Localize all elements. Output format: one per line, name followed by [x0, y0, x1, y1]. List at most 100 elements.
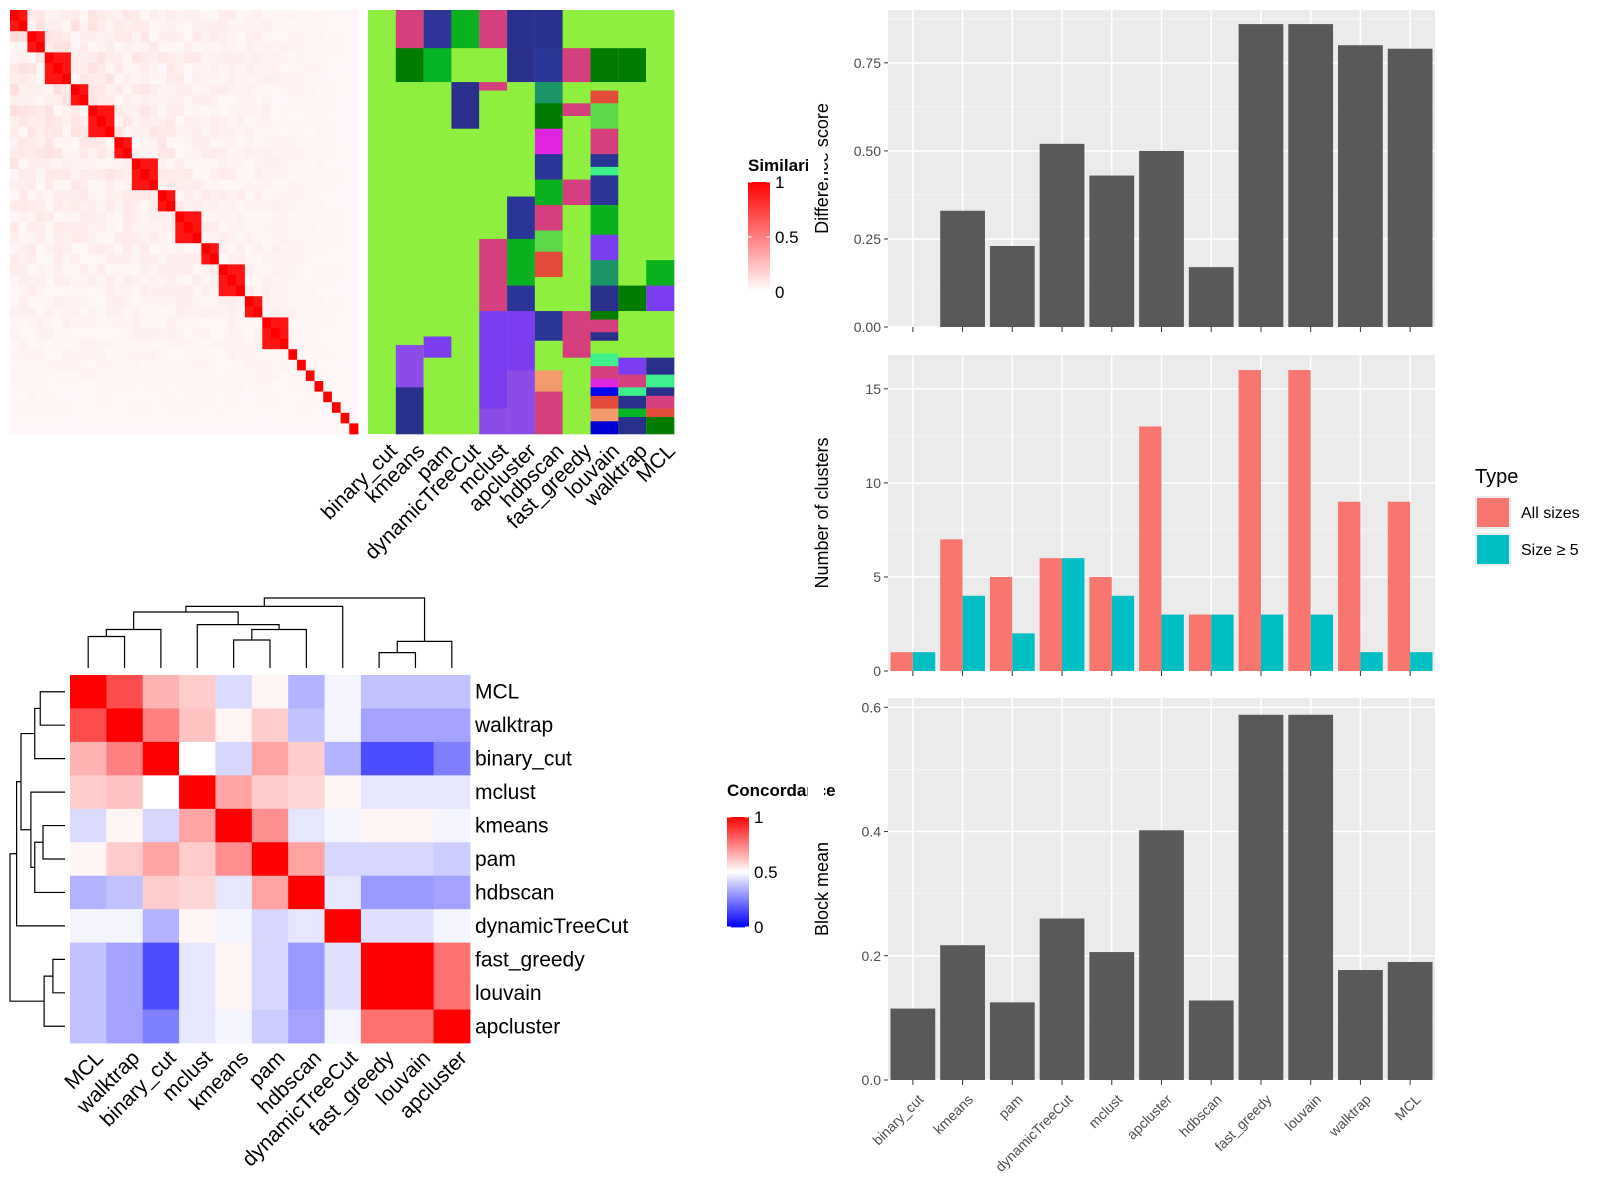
similarity-cell [297, 84, 307, 96]
similarity-cell [70, 285, 80, 297]
similarity-cell [349, 381, 359, 392]
similarity-cell [262, 402, 272, 414]
similarity-cell [218, 147, 228, 159]
x-tick-label: pam [995, 1091, 1026, 1122]
similarity-cell [44, 243, 54, 255]
similarity-cell [27, 73, 37, 85]
similarity-cell [218, 31, 228, 43]
concordance-cell [106, 708, 144, 743]
colorbar-step [748, 275, 770, 278]
colorbar-step [727, 826, 749, 829]
similarity-cell [314, 20, 324, 32]
similarity-cell [305, 232, 315, 244]
similarity-cell [157, 31, 167, 43]
similarity-cell [149, 84, 159, 96]
similarity-cell [305, 126, 315, 138]
y-tick-label: 5 [873, 569, 881, 585]
similarity-cell [210, 158, 220, 170]
similarity-cell [70, 137, 80, 149]
similarity-cell [62, 179, 72, 191]
similarity-cell [97, 94, 107, 106]
similarity-cell [10, 391, 20, 403]
similarity-cell [10, 317, 20, 329]
similarity-cell [349, 285, 359, 297]
colorbar-step [748, 262, 770, 265]
similarity-cell [36, 253, 46, 265]
colorbar-step [748, 215, 770, 218]
similarity-cell [157, 328, 167, 339]
similarity-cell [10, 306, 20, 318]
similarity-cell [271, 179, 281, 191]
similarity-cell [44, 116, 54, 127]
similarity-cell [210, 200, 220, 212]
similarity-cell [288, 402, 298, 414]
similarity-cell [192, 84, 202, 96]
similarity-cell [27, 169, 37, 180]
similarity-cell [244, 147, 254, 159]
annotation-block [507, 238, 536, 286]
annotation-block [507, 10, 536, 83]
similarity-cell [349, 412, 359, 424]
similarity-cell [288, 116, 298, 127]
similarity-cell [192, 296, 202, 308]
similarity-cell [175, 349, 185, 361]
similarity-cell [157, 296, 167, 308]
similarity-cell [131, 190, 141, 202]
similarity-cell [184, 190, 194, 202]
similarity-cell [210, 190, 220, 202]
similarity-cell [88, 317, 98, 329]
similarity-cell [227, 73, 237, 85]
bar [989, 245, 1035, 327]
concordance-cell [142, 909, 180, 944]
annotation-block [562, 205, 591, 312]
colorbar-step [727, 828, 749, 831]
similarity-cell [271, 200, 281, 212]
similarity-cell [149, 94, 159, 106]
similarity-cell [236, 105, 246, 117]
annotation-block [451, 48, 480, 83]
similarity-cell [340, 370, 350, 382]
similarity-cell [236, 381, 246, 392]
similarity-cell [175, 222, 185, 233]
annotation-block [534, 391, 564, 435]
similarity-cell [123, 359, 133, 371]
similarity-cell [288, 190, 298, 202]
similarity-cell [288, 169, 298, 180]
similarity-cell [314, 285, 324, 297]
similarity-cell [36, 52, 46, 64]
similarity-cell [123, 285, 133, 297]
similarity-cell [288, 359, 298, 371]
similarity-cell [262, 317, 272, 329]
similarity-cell [70, 391, 80, 403]
similarity-cell [184, 391, 194, 403]
similarity-cell [253, 10, 263, 21]
similarity-cell [62, 84, 72, 96]
similarity-cell [97, 137, 107, 149]
similarity-cell [114, 285, 124, 297]
annotation-block [479, 408, 508, 435]
similarity-cell [27, 306, 37, 318]
annotation-block [618, 417, 647, 435]
similarity-cell [97, 31, 107, 43]
similarity-cell [105, 84, 115, 96]
similarity-cell [271, 243, 281, 255]
similarity-cell [123, 190, 133, 202]
similarity-cell [157, 116, 167, 127]
similarity-cell [227, 253, 237, 265]
similarity-cell [123, 391, 133, 403]
similarity-cell [131, 285, 141, 297]
similarity-cell [288, 317, 298, 329]
similarity-cell [288, 158, 298, 170]
similarity-cell [331, 179, 341, 191]
concordance-cell [142, 741, 180, 776]
similarity-cell [70, 147, 80, 159]
concordance-cell [251, 741, 289, 776]
similarity-cell [123, 338, 133, 350]
similarity-cell [62, 381, 72, 392]
similarity-cell [131, 402, 141, 414]
similarity-cell [44, 31, 54, 43]
colorbar-step [727, 848, 749, 851]
similarity-cell [262, 41, 272, 53]
annotation-block [507, 196, 536, 240]
similarity-cell [97, 338, 107, 350]
